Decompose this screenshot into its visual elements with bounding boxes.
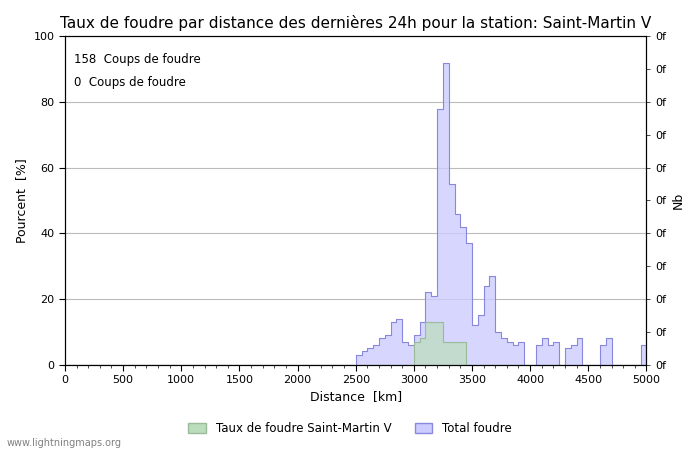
Text: www.lightningmaps.org: www.lightningmaps.org [7, 438, 122, 448]
Y-axis label: Pourcent  [%]: Pourcent [%] [15, 158, 28, 243]
Title: Taux de foudre par distance des dernières 24h pour la station: Saint-Martin V: Taux de foudre par distance des dernière… [60, 15, 651, 31]
Text: 0  Coups de foudre: 0 Coups de foudre [74, 76, 186, 89]
Text: 158  Coups de foudre: 158 Coups de foudre [74, 53, 200, 66]
Legend: Taux de foudre Saint-Martin V, Total foudre: Taux de foudre Saint-Martin V, Total fou… [183, 417, 517, 440]
Y-axis label: Nb: Nb [672, 192, 685, 209]
X-axis label: Distance  [km]: Distance [km] [309, 391, 402, 404]
